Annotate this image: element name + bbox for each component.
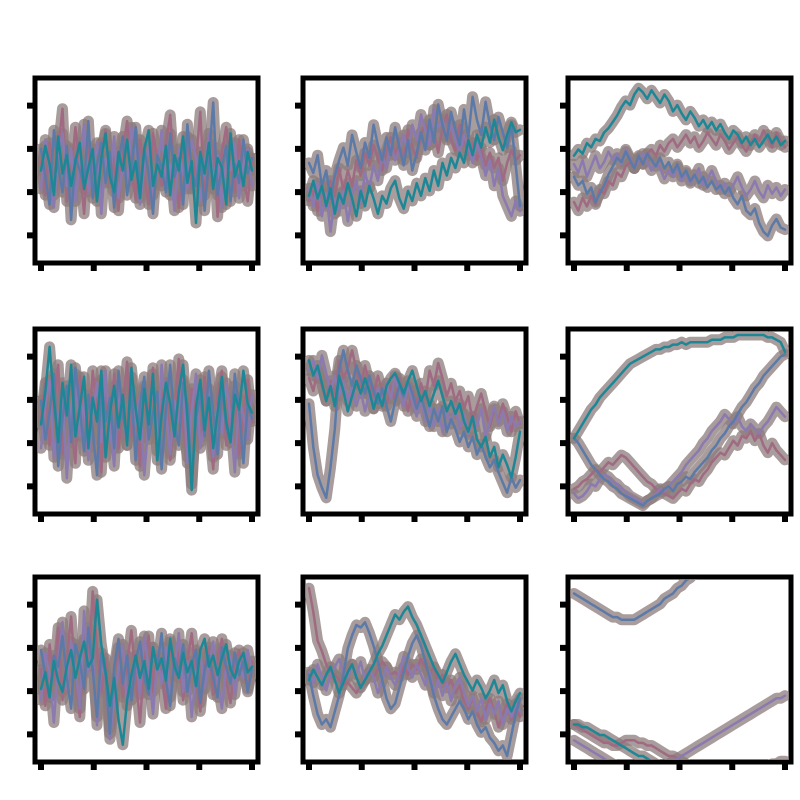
subplot-6	[560, 326, 794, 522]
series-1-line	[307, 113, 522, 213]
series-3-line	[572, 352, 787, 507]
series-4-line	[39, 345, 254, 492]
series-3-line	[307, 349, 522, 500]
subplot-9	[560, 574, 794, 770]
series-3-line	[572, 150, 787, 238]
subplot-1	[27, 75, 261, 271]
series-4-line	[307, 118, 522, 218]
series-2-line	[572, 694, 787, 760]
series-4-line	[572, 86, 787, 157]
series-3-line	[307, 95, 522, 208]
series-2-line	[572, 405, 787, 505]
plot-area	[37, 585, 256, 751]
series-4-line	[572, 723, 786, 760]
plot-area	[37, 341, 256, 496]
subplot-3	[560, 75, 794, 271]
plot-area	[570, 82, 789, 242]
plot-area	[305, 344, 524, 504]
series-1-line	[39, 107, 254, 219]
series-3-line	[572, 579, 691, 621]
series-4-line	[39, 129, 254, 225]
subplot-grid	[27, 75, 794, 770]
series-2-line	[307, 354, 522, 439]
series-4-line	[307, 359, 522, 479]
subplot-4	[27, 326, 261, 522]
subplot-5	[295, 326, 529, 522]
series-4-line	[307, 605, 522, 713]
plot-area	[570, 331, 789, 512]
plot-area	[305, 582, 524, 760]
series-1-line	[572, 429, 787, 500]
series-4-line	[39, 598, 254, 747]
plot-area	[37, 97, 256, 229]
subplot-2	[295, 75, 529, 271]
subplot-8	[295, 574, 529, 770]
series-3-line	[307, 621, 522, 758]
series-4-line	[572, 333, 787, 440]
series-3-line	[39, 626, 254, 735]
plot-area	[570, 579, 789, 760]
series-1-line	[572, 723, 683, 760]
subplot-7	[27, 574, 261, 770]
plot-area	[305, 91, 524, 238]
